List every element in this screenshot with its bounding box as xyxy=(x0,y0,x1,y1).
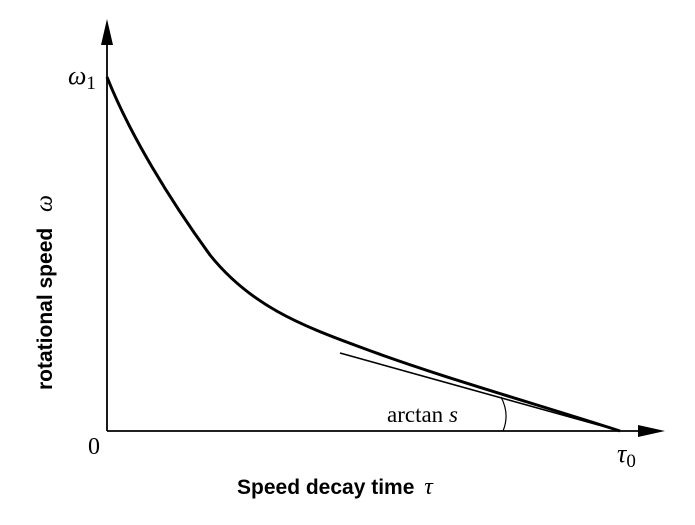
arctan-annotation: arctan s xyxy=(387,402,458,427)
decay-curve xyxy=(105,76,621,433)
angle-arc xyxy=(500,396,507,432)
x-tick-tau0: τ0 xyxy=(617,439,636,472)
origin-label: 0 xyxy=(88,434,100,460)
y-axis-arrow-icon xyxy=(101,19,113,45)
x-axis-arrow-icon xyxy=(638,425,665,437)
tangent-line xyxy=(339,352,621,432)
y-tick-omega1: ω1 xyxy=(68,61,96,94)
x-axis-title: Speed decay time τ xyxy=(237,474,434,500)
y-axis-title: rotational speed ω xyxy=(32,195,58,390)
